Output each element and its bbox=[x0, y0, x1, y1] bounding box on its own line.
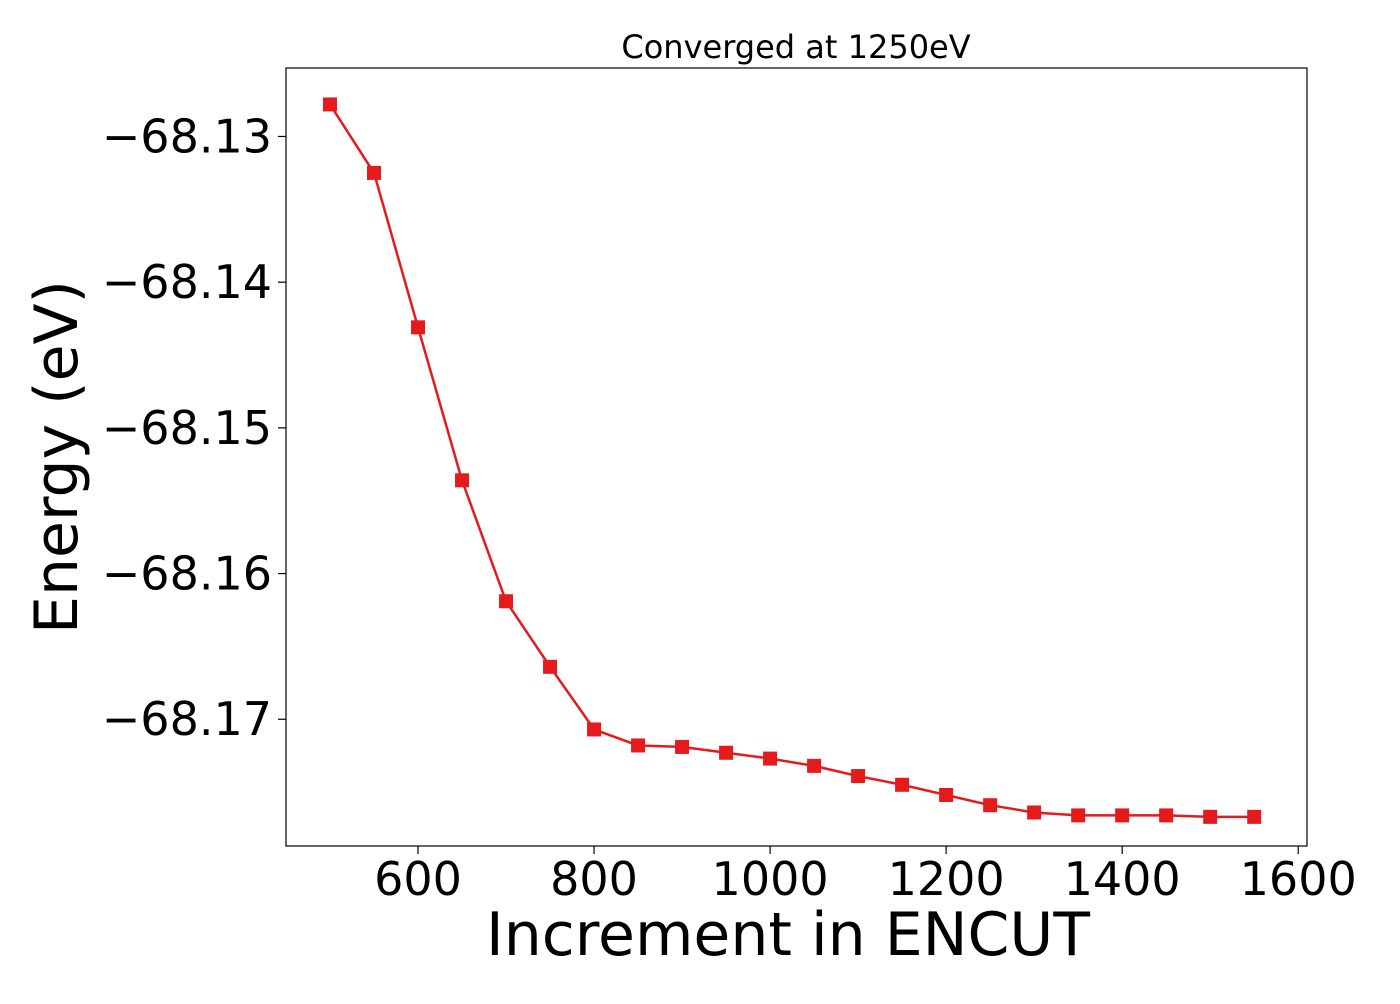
data-point-marker bbox=[411, 320, 426, 335]
data-point-marker bbox=[807, 758, 822, 773]
series-layer bbox=[323, 97, 1262, 824]
y-tick-label: −68.17 bbox=[102, 692, 272, 746]
data-point-marker bbox=[587, 722, 602, 737]
data-point-marker bbox=[983, 798, 998, 813]
x-tick-label: 1200 bbox=[888, 852, 1005, 906]
x-tick-label: 600 bbox=[374, 852, 462, 906]
data-point-marker bbox=[939, 788, 954, 803]
data-point-marker bbox=[1071, 808, 1086, 823]
data-point-marker bbox=[367, 165, 382, 180]
data-point-marker bbox=[851, 769, 866, 784]
x-axis-label: Increment in ENCUT bbox=[486, 900, 1090, 970]
x-axis-ticks: 600 800 1000 1200 1400 1600 bbox=[374, 846, 1357, 906]
x-tick-label: 1400 bbox=[1064, 852, 1181, 906]
y-tick-label: −68.14 bbox=[102, 255, 272, 309]
x-tick-label: 800 bbox=[550, 852, 638, 906]
chart-title: Converged at 1250eV bbox=[621, 28, 970, 66]
x-tick-label: 1000 bbox=[712, 852, 829, 906]
y-tick-label: −68.15 bbox=[102, 401, 272, 455]
data-point-marker bbox=[1159, 808, 1174, 823]
y-tick-label: −68.16 bbox=[102, 547, 272, 601]
data-point-marker bbox=[499, 594, 514, 609]
data-point-marker bbox=[455, 473, 470, 488]
y-axis-ticks: −68.13 −68.14 −68.15 −68.16 −68.17 bbox=[102, 109, 286, 746]
data-point-marker bbox=[675, 739, 690, 754]
data-point-marker bbox=[895, 777, 910, 792]
data-point-marker bbox=[631, 738, 646, 753]
y-axis-label: Energy (eV) bbox=[22, 280, 92, 634]
data-point-marker bbox=[1203, 809, 1218, 824]
plot-frame bbox=[285, 67, 1308, 847]
data-point-marker bbox=[1247, 809, 1262, 824]
data-point-marker bbox=[543, 659, 558, 674]
data-point-marker bbox=[719, 745, 734, 760]
series-line bbox=[328, 103, 1255, 819]
y-tick-label: −68.13 bbox=[102, 109, 272, 163]
data-point-marker bbox=[1115, 808, 1130, 823]
data-point-marker bbox=[1027, 805, 1042, 820]
data-point-marker bbox=[323, 97, 338, 112]
data-point-marker bbox=[763, 751, 778, 766]
x-tick-label: 1600 bbox=[1240, 852, 1357, 906]
